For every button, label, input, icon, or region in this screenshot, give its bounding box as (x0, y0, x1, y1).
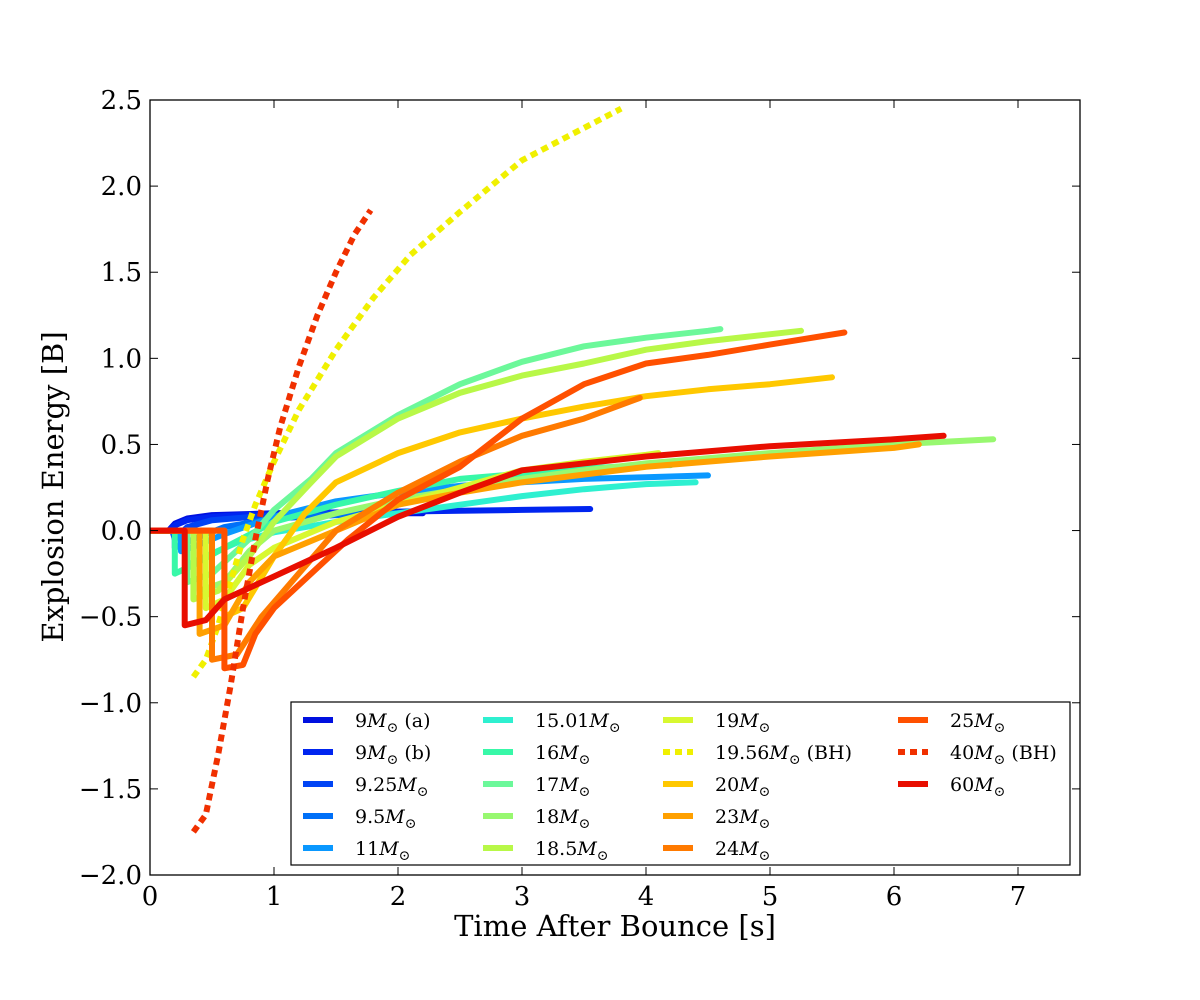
legend-label-2: 9.25M⊙ (355, 774, 429, 800)
legend-label-13: 23M⊙ (715, 806, 770, 832)
legend-label-16: 40M⊙ (BH) (950, 742, 1057, 768)
legend-label-3: 9.5M⊙ (355, 806, 416, 832)
legend-label-8: 18M⊙ (535, 806, 590, 832)
series-line-16 (190, 208, 374, 834)
legend-label-9: 18.5M⊙ (535, 838, 609, 864)
x-tick-label: 1 (266, 882, 283, 912)
series-line-4 (150, 472, 711, 555)
y-tick-label: 0.5 (101, 430, 142, 460)
y-tick-label: 2.5 (101, 86, 142, 116)
y-tick-label: −1.5 (79, 775, 142, 805)
x-tick-label: 6 (886, 882, 903, 912)
legend-label-7: 17M⊙ (535, 774, 590, 800)
y-tick-label: −0.5 (79, 603, 142, 633)
x-axis-title: Time After Bounce [s] (454, 909, 776, 943)
legend-label-4: 11M⊙ (355, 838, 410, 864)
legend-label-11: 19.56M⊙ (BH) (715, 742, 852, 768)
y-tick-label: −1.0 (79, 689, 142, 719)
legend-label-6: 16M⊙ (535, 742, 590, 768)
y-axis-title: Explosion Energy [B] (36, 331, 70, 642)
legend-label-12: 20M⊙ (715, 774, 770, 800)
series-line-13 (150, 441, 922, 637)
plot-frame (149, 99, 1081, 876)
legend-label-10: 19M⊙ (715, 710, 770, 736)
y-tick-label: 2.0 (101, 172, 142, 202)
legend-label-15: 25M⊙ (950, 710, 1005, 736)
x-tick-label: 7 (1010, 882, 1027, 912)
legend-label-14: 24M⊙ (715, 838, 770, 864)
ticks-layer: 0 1 2 3 4 5 6 7 2.5 2.0 1.5 1.0 0.5 0.0 −0.5 −1.0 −1.5 −2… (79, 86, 1080, 912)
legend-label-0: 9M⊙ (a) (355, 710, 431, 736)
y-tick-label: −2.0 (79, 861, 142, 891)
x-tick-label: 5 (762, 882, 779, 912)
series-line-14 (150, 394, 643, 663)
legend-label-1: 9M⊙ (b) (355, 742, 431, 768)
x-tick-label: 4 (638, 882, 655, 912)
legend-label-17: 60M⊙ (950, 774, 1005, 800)
x-tick-label: 0 (142, 882, 159, 912)
series-line-17 (150, 432, 947, 629)
x-tick-label: 2 (390, 882, 407, 912)
y-tick-label: 1.5 (101, 258, 142, 288)
y-tick-label: 1.0 (101, 344, 142, 374)
series-layer (150, 105, 997, 834)
legend-label-5: 15.01M⊙ (535, 710, 621, 736)
legend: 9M⊙ (a) 9M⊙ (b) 9.25M⊙ 9.5M⊙ 11M⊙ 15.01M⊙ 16M⊙… (290, 701, 1071, 866)
x-tick-label: 3 (514, 882, 531, 912)
y-tick-label: 0.0 (101, 517, 142, 547)
legend-entries: 9M⊙ (a) 9M⊙ (b) 9.25M⊙ 9.5M⊙ 11M⊙ 15.01M⊙ 16M⊙… (303, 710, 1057, 864)
